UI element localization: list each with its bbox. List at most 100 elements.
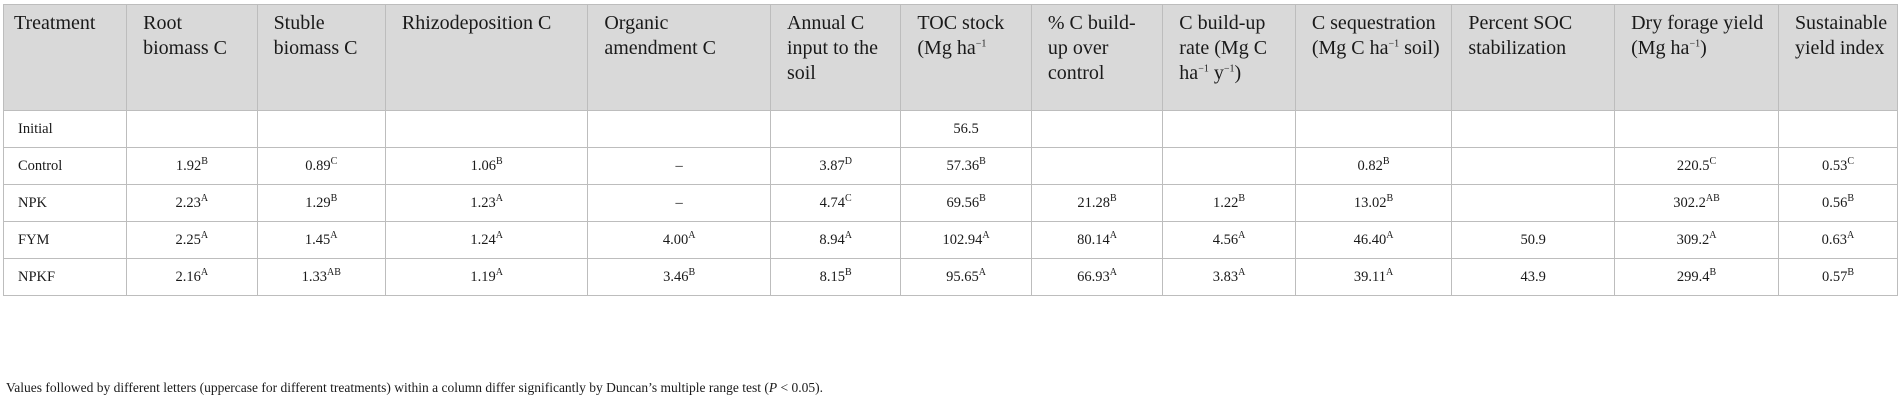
table-cell: 43.9 xyxy=(1451,258,1616,296)
table-body: Initial 56.5 Control 1.92B 0.89C 1.06B –3.87D 5… xyxy=(2,110,1899,296)
header-text: soil) xyxy=(1399,37,1440,59)
table-cell: 1.92B xyxy=(126,147,258,185)
header-text: Sustainable yield index xyxy=(1794,12,1888,59)
table-cell xyxy=(256,110,386,148)
significance-letter: B xyxy=(1382,155,1390,167)
table-cell: 0.89C xyxy=(256,147,386,185)
significance-letter: B xyxy=(1847,266,1854,278)
cell-value: 8.15 xyxy=(819,268,846,285)
header-text: C build-up rate (Mg C ha xyxy=(1179,12,1268,84)
significance-letter: A xyxy=(1386,229,1394,241)
column-header: Rhizodeposition C xyxy=(384,4,589,111)
cell-value: 95.65 xyxy=(946,268,979,285)
table-cell: 80.14A xyxy=(1030,221,1164,259)
table-cell: 66.93A xyxy=(1030,258,1164,296)
significance-letter: A xyxy=(1238,266,1246,278)
table-cell: 1.24A xyxy=(384,221,589,259)
column-header: TOC stock (Mg ha−1 xyxy=(900,4,1032,111)
header-superscript: −1 xyxy=(1223,63,1235,75)
significance-letter: B xyxy=(979,192,986,204)
header-superscript: −1 xyxy=(1388,38,1400,50)
table-cell: 309.2A xyxy=(1614,221,1779,259)
significance-letter: B xyxy=(495,155,503,167)
column-header: Dry forage yield (Mg ha−1) xyxy=(1614,4,1779,111)
cell-value: 1.22 xyxy=(1213,194,1239,211)
cell-value: – xyxy=(675,157,683,174)
significance-letter: A xyxy=(495,192,503,204)
table-cell xyxy=(1294,110,1453,148)
significance-letter: A xyxy=(688,229,696,241)
header-text: Dry forage yield (Mg ha xyxy=(1631,12,1764,59)
cell-value: 80.14 xyxy=(1077,231,1110,248)
table-cell xyxy=(384,110,589,148)
header-text: Stuble biomass C xyxy=(273,12,358,59)
significance-letter: A xyxy=(1238,229,1246,241)
significance-letter: B xyxy=(1238,192,1246,204)
footnote-threshold: < 0.05). xyxy=(777,380,823,395)
cell-value: 21.28 xyxy=(1077,194,1111,211)
table-cell xyxy=(587,110,771,148)
significance-letter: A xyxy=(1109,266,1117,278)
significance-letter: AB xyxy=(326,266,341,278)
significance-letter: C xyxy=(330,155,338,167)
significance-letter: C xyxy=(845,192,852,204)
header-text: Percent SOC stabilization xyxy=(1468,12,1573,59)
significance-letter: D xyxy=(844,155,852,167)
cell-value: – xyxy=(675,194,683,211)
table-cell: 0.56B xyxy=(1777,184,1899,222)
table-cell: 0.63A xyxy=(1777,221,1899,259)
table-cell: 1.22B xyxy=(1162,184,1296,222)
cell-value: 8.94 xyxy=(819,231,845,248)
significance-letter: B xyxy=(845,266,852,278)
table-cell: 8.15B xyxy=(769,258,902,296)
cell-value: 1.06 xyxy=(470,157,496,174)
table-cell: 1.45A xyxy=(256,221,386,259)
header-text: Treatment xyxy=(14,12,96,34)
column-header: C build-up rate (Mg C ha−1 y−1) xyxy=(1162,4,1296,111)
table-cell: 2.25A xyxy=(126,221,258,259)
table-cell: 56.5 xyxy=(900,110,1032,148)
header-text: % C build-up over control xyxy=(1047,12,1136,84)
header-text: Root biomass C xyxy=(143,12,228,59)
cell-value: 1.45 xyxy=(304,231,331,248)
cell-value: 50.9 xyxy=(1520,231,1546,248)
significance-letter: A xyxy=(1109,229,1117,241)
table-cell: 1.33AB xyxy=(256,258,386,296)
column-header: Annual C input to the soil xyxy=(769,4,902,111)
cell-value: 0.56 xyxy=(1821,194,1848,211)
table-cell: 95.65A xyxy=(900,258,1032,296)
table-cell xyxy=(1162,110,1296,148)
footnote-p-symbol: P xyxy=(768,380,778,395)
cell-value: 66.93 xyxy=(1077,268,1110,285)
cell-value: 1.33 xyxy=(301,268,327,285)
cell-value: 2.23 xyxy=(175,194,201,211)
significance-letter: B xyxy=(1847,192,1854,204)
significance-letter: A xyxy=(978,266,987,278)
significance-letter: B xyxy=(979,155,986,167)
table-row: Initial 56.5 xyxy=(2,110,1899,148)
table-cell: 1.19A xyxy=(384,258,589,296)
column-header: Percent SOC stabilization xyxy=(1451,4,1616,111)
significance-letter: A xyxy=(1386,266,1394,278)
cell-value: 3.46 xyxy=(663,268,689,285)
table-cell xyxy=(1030,110,1164,148)
significance-letter: A xyxy=(982,229,990,241)
row-label: Control xyxy=(2,147,128,185)
significance-letter: C xyxy=(1709,155,1717,167)
table-row: NPK 2.23A 1.29B 1.23A –4.74C 69.56B 21.28B 1.22… xyxy=(2,184,1899,222)
cell-value: 46.40 xyxy=(1353,231,1387,248)
significance-letter: A xyxy=(495,229,503,241)
cell-value: 1.23 xyxy=(470,194,496,211)
table-cell: 8.94A xyxy=(769,221,902,259)
row-label: Initial xyxy=(2,110,128,148)
table-cell: 102.94A xyxy=(900,221,1032,259)
significance-letter: A xyxy=(200,229,209,241)
table-cell: 57.36B xyxy=(900,147,1032,185)
table-row: FYM 2.25A 1.45A 1.24A 4.00A 8.94A 102.94A 80.14… xyxy=(2,221,1899,259)
header-superscript: −1 xyxy=(1689,38,1701,50)
table-cell xyxy=(1777,110,1899,148)
column-header: Treatment xyxy=(2,4,128,111)
column-header: C sequestration (Mg C ha−1 soil) xyxy=(1294,4,1453,111)
table-cell xyxy=(1451,110,1616,148)
cell-value: 4.00 xyxy=(662,231,689,248)
